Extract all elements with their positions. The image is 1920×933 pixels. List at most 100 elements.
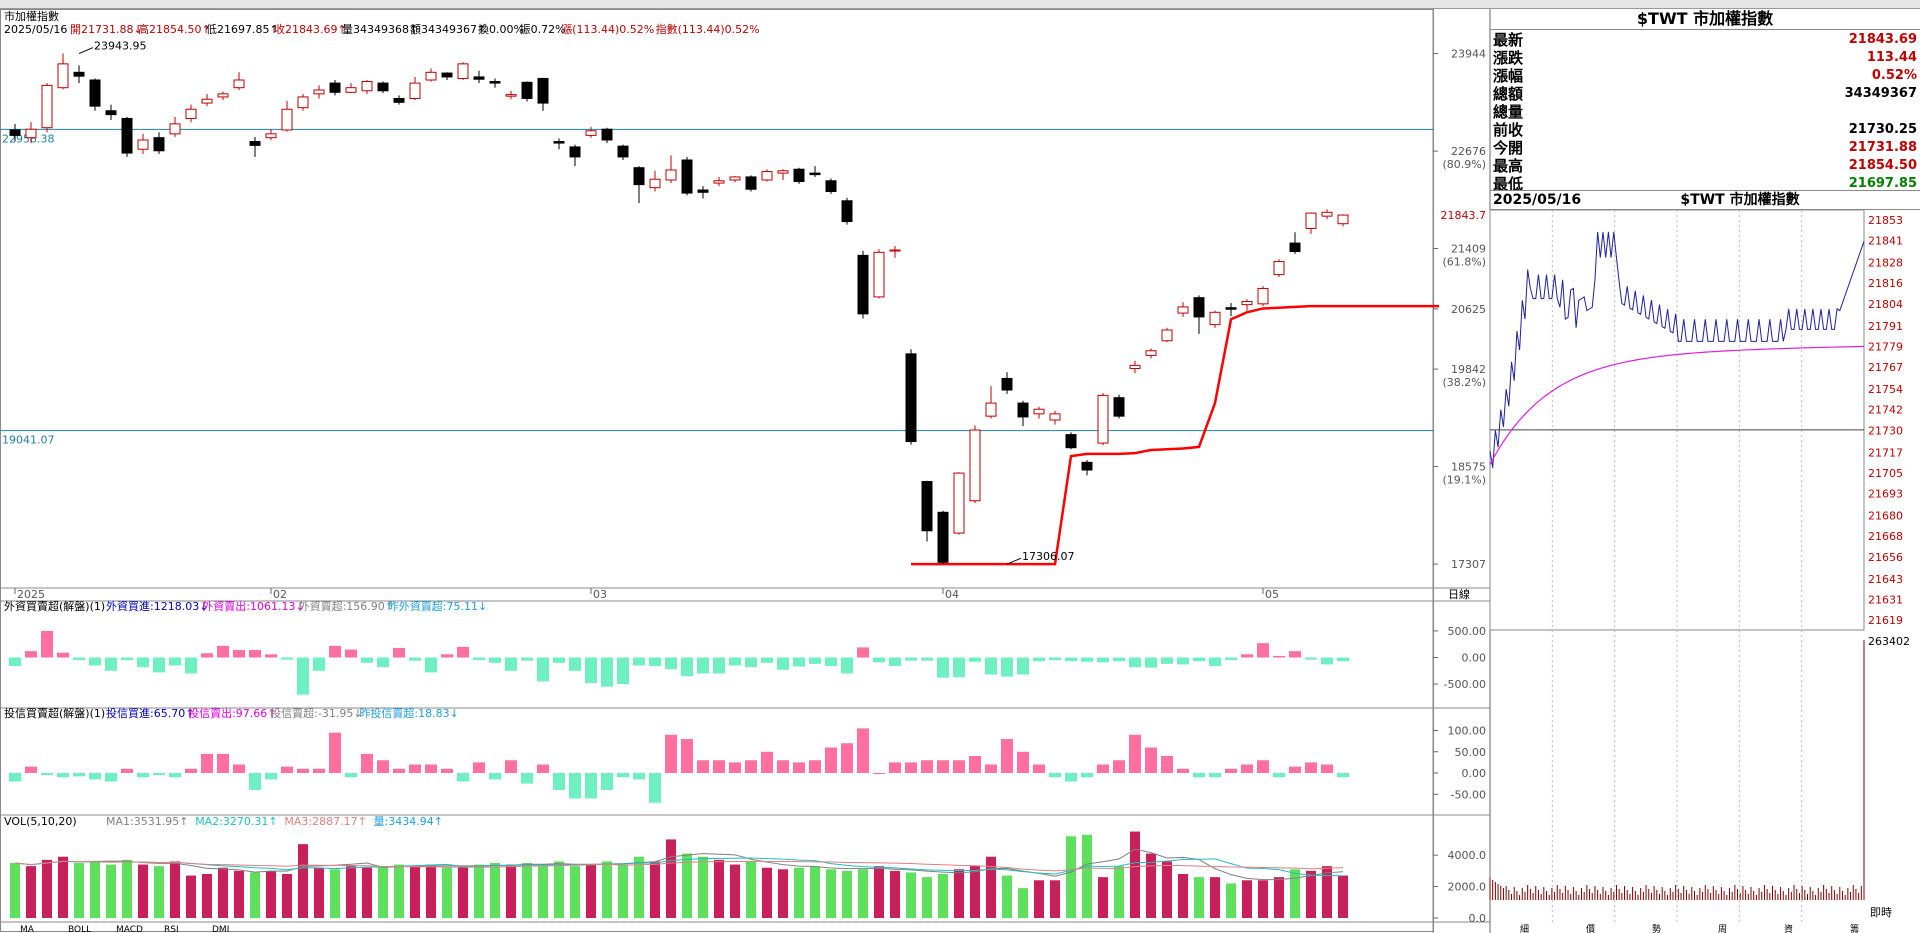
candle-body xyxy=(1129,364,1141,369)
trust-bar xyxy=(1289,766,1301,773)
candle-body xyxy=(89,79,101,107)
volume-bar xyxy=(490,863,500,918)
trust-bar xyxy=(9,773,21,782)
ohlc-header-item: 量34349368↑ xyxy=(342,23,418,36)
ohlc-header-item: 漲(113.44)0.52% xyxy=(561,23,654,36)
bottom-tab-boll[interactable]: BOLL xyxy=(68,925,91,933)
foreign-bar xyxy=(185,657,197,674)
candle-body xyxy=(969,429,981,502)
candle-body xyxy=(489,81,501,84)
volume-bar xyxy=(826,869,836,918)
candle-body xyxy=(537,77,549,104)
foreign-bar xyxy=(953,657,965,678)
volume-bar xyxy=(586,864,596,918)
volume-bar xyxy=(10,863,20,918)
y-tick-label: 21409 xyxy=(1451,243,1486,256)
bottom-tab-macd[interactable]: MACD xyxy=(116,925,143,933)
right-tab[interactable]: 細 xyxy=(1520,923,1529,933)
candle-body xyxy=(1049,413,1061,421)
trust-bar xyxy=(25,766,37,773)
foreign-bar xyxy=(905,657,917,661)
volume-bar xyxy=(378,866,388,918)
trust-bar xyxy=(665,734,677,773)
volume-panel-legend-item: 量:3434.94↑ xyxy=(374,815,443,828)
volume-bar xyxy=(1050,880,1060,918)
volume-bar xyxy=(1146,853,1156,918)
x-axis-label: 日線 xyxy=(1448,587,1470,601)
volume-bar xyxy=(794,867,804,918)
foreign-bar xyxy=(57,652,69,658)
ohlc-header-item: 額34349367↑ xyxy=(410,23,486,36)
bottom-tab-ma[interactable]: MA xyxy=(20,925,35,933)
x-tick-label: 2025 xyxy=(17,588,45,601)
trust-bar xyxy=(1241,764,1253,773)
candle-body xyxy=(713,180,725,184)
volume-bar xyxy=(842,870,852,918)
y-tick-label: 20625 xyxy=(1451,303,1486,316)
volume-bar xyxy=(346,866,356,918)
volume-bar xyxy=(650,861,660,918)
candle-body xyxy=(569,146,581,158)
foreign-bar xyxy=(937,657,949,678)
foreign-bar xyxy=(377,657,389,668)
volume-ma-line-1 xyxy=(14,848,1344,881)
ohlc-header-item: 振0.72% xyxy=(520,22,566,36)
trust-bar xyxy=(505,760,517,773)
foreign-bar xyxy=(745,657,757,668)
foreign-bar xyxy=(137,657,149,668)
foreign-bar xyxy=(601,657,613,687)
foreign-bar xyxy=(681,657,693,677)
trust-bar xyxy=(841,743,853,773)
trust-bar xyxy=(217,753,229,773)
right-tab[interactable]: 勢 xyxy=(1652,923,1661,933)
candle-body xyxy=(73,71,85,77)
trust-bar xyxy=(249,773,261,790)
foreign-bar xyxy=(697,657,709,674)
volume-bar xyxy=(554,861,564,918)
foreign-bar xyxy=(361,657,373,663)
right-tab[interactable]: 籌 xyxy=(1850,923,1859,933)
chart-date: 2025/05/16 xyxy=(4,23,67,36)
volume-bar xyxy=(1002,875,1012,918)
quote-row-8: 最低 21697.85 xyxy=(1493,175,1917,193)
candle-body xyxy=(921,481,933,532)
foreign-bar xyxy=(297,657,309,695)
intraday-y-tick: 21656 xyxy=(1868,551,1903,564)
foreign-bar xyxy=(889,657,901,666)
right-tab[interactable]: 資 xyxy=(1784,923,1793,933)
candle-body xyxy=(361,81,373,92)
foreign-bar xyxy=(409,657,421,661)
right-tab[interactable]: 周 xyxy=(1718,924,1727,933)
foreign-panel-legend-item: 外資賣出:1061.13↓ xyxy=(202,599,304,613)
trust-bar xyxy=(521,773,533,784)
trust-bar xyxy=(889,762,901,773)
trust-bar xyxy=(409,764,421,773)
trust-bar xyxy=(153,773,165,776)
bottom-tab-dmi[interactable]: DMI xyxy=(212,925,229,933)
volume-bar xyxy=(298,844,308,918)
trust-bar xyxy=(1209,773,1221,778)
bottom-tab-rsi[interactable]: RSI xyxy=(164,925,179,933)
candle-body xyxy=(905,353,917,443)
candle-body xyxy=(137,139,149,150)
x-tick-label: 04 xyxy=(945,588,959,601)
trust-bar xyxy=(169,773,181,778)
candle-body xyxy=(1001,377,1013,391)
right-tab[interactable]: 價 xyxy=(1586,924,1595,933)
trust-bar xyxy=(1113,760,1125,773)
volume-bar xyxy=(394,864,404,918)
y-tick-pct: (80.9%) xyxy=(1442,158,1486,171)
trust-bar xyxy=(569,773,581,799)
trust-bar xyxy=(649,773,661,803)
volume-bar xyxy=(1274,877,1284,918)
trust-bar xyxy=(457,773,469,782)
trust-bar xyxy=(825,747,837,773)
candle-body xyxy=(25,128,37,139)
trust-bar xyxy=(937,760,949,773)
volume-bar xyxy=(74,863,84,918)
volume-bar xyxy=(426,864,436,918)
volume-ma-line-3 xyxy=(14,860,1344,872)
quote-value: 21843.69 xyxy=(1848,32,1917,47)
foreign-bar xyxy=(1033,657,1045,662)
